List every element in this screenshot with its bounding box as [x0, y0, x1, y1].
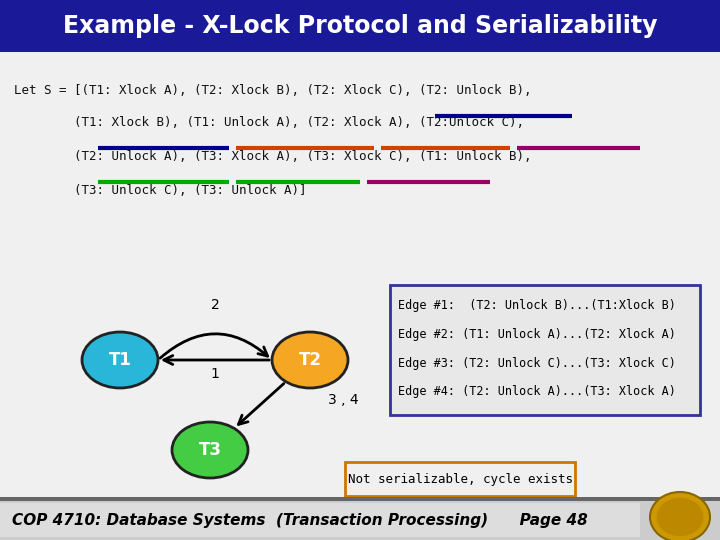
Text: (T3: Unlock C), (T3: Unlock A)]: (T3: Unlock C), (T3: Unlock A)]: [14, 184, 307, 197]
Text: T1: T1: [109, 351, 132, 369]
Text: Edge #1:  (T2: Unlock B)...(T1:Xlock B): Edge #1: (T2: Unlock B)...(T1:Xlock B): [398, 299, 676, 312]
Text: (T1: Xlock B), (T1: Unlock A), (T2: Xlock A), (T2:Unlock C),: (T1: Xlock B), (T1: Unlock A), (T2: Xloc…: [14, 116, 524, 129]
Text: Example - X-Lock Protocol and Serializability: Example - X-Lock Protocol and Serializab…: [63, 14, 657, 38]
Text: (T2: Unlock A), (T3: Xlock A), (T3: Xlock C), (T1: Unlock B),: (T2: Unlock A), (T3: Xlock A), (T3: Xloc…: [14, 150, 531, 163]
Bar: [0, 503, 640, 537]
Text: Edge #3: (T2: Unlock C)...(T3: Xlock C): Edge #3: (T2: Unlock C)...(T3: Xlock C): [398, 356, 676, 369]
Text: Not serializable, cycle exists: Not serializable, cycle exists: [348, 472, 572, 485]
Ellipse shape: [656, 497, 704, 537]
Text: 2: 2: [211, 298, 220, 312]
Text: 1: 1: [210, 367, 220, 381]
Ellipse shape: [82, 332, 158, 388]
Text: T3: T3: [199, 441, 222, 459]
Ellipse shape: [650, 492, 710, 540]
Text: Edge #4: (T2: Unlock A)...(T3: Xlock A): Edge #4: (T2: Unlock A)...(T3: Xlock A): [398, 386, 676, 399]
Text: T2: T2: [299, 351, 322, 369]
Bar: [0, 497, 720, 501]
Ellipse shape: [172, 422, 248, 478]
Ellipse shape: [272, 332, 348, 388]
Text: Edge #2: (T1: Unlock A)...(T2: Xlock A): Edge #2: (T1: Unlock A)...(T2: Xlock A): [398, 328, 676, 341]
Text: Let S = [(T1: Xlock A), (T2: Xlock B), (T2: Xlock C), (T2: Unlock B),: Let S = [(T1: Xlock A), (T2: Xlock B), (…: [14, 84, 531, 97]
Bar: [0, 500, 720, 540]
Text: COP 4710: Database Systems  (Transaction Processing)      Page 48: COP 4710: Database Systems (Transaction …: [12, 512, 588, 528]
Bar: [345, 462, 575, 496]
Text: 3 , 4: 3 , 4: [328, 393, 359, 407]
Bar: [390, 285, 700, 415]
Bar: [0, 0, 720, 52]
